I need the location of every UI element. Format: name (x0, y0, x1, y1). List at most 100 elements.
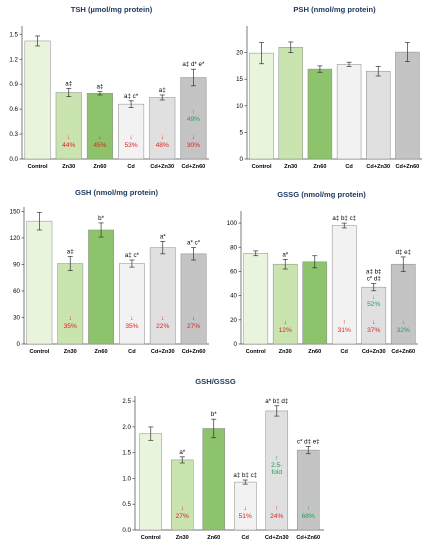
y-tick-label: 30 (13, 314, 20, 321)
change-percent: 68% (302, 513, 315, 520)
significance-label: b* (98, 215, 104, 222)
significance-label: c* d‡ (367, 276, 382, 283)
chart-panel-gssg: GSSG (nmol/mg protein) 0 20 40 60 80 100 Contro… (215, 185, 430, 370)
chart-panel-tsh: TSH (µmol/mg protein) 0.0 0.3 0.6 0.9 1.2 1.5 C… (0, 0, 215, 185)
significance-label: a* c* (187, 240, 201, 247)
change-percent: 35% (125, 323, 138, 330)
x-tick-label: Control (29, 349, 49, 355)
change-arrow: ↑ (307, 505, 310, 512)
x-tick-label: Zn30 (176, 535, 189, 541)
y-tick-label: 20 (236, 50, 243, 57)
x-tick-label: Control (246, 349, 266, 355)
x-tick-label: Cd (127, 164, 135, 170)
x-tick-label: Cd (341, 349, 349, 355)
change-percent: 27% (176, 513, 189, 520)
x-tick-label: Cd+Zn30 (150, 164, 174, 170)
bar-cd-zn30 (361, 286, 387, 345)
bar-cd-zn60 (390, 263, 416, 345)
significance-label: a‡ (65, 80, 72, 87)
bar-cd (118, 103, 145, 160)
y-tick-label: 0 (17, 341, 21, 348)
x-tick-label: Zn60 (93, 164, 106, 170)
change-arrow: ↓ (372, 294, 375, 301)
chart-svg: TSH (µmol/mg protein) 0.0 0.3 0.6 0.9 1.2 1.5 C… (9, 5, 209, 170)
y-tick-label: 1.5 (122, 450, 131, 457)
x-tick-label: Zn30 (284, 164, 297, 170)
bar-control (26, 220, 53, 345)
y-tick-label: 60 (13, 288, 20, 295)
change-percent: 48% (156, 142, 169, 149)
change-arrow: ↓ (192, 134, 195, 141)
change-arrow: ↓ (284, 319, 287, 326)
x-tick-label: Zn30 (62, 164, 75, 170)
bar-zn60 (302, 261, 328, 345)
significance-label: a‡ b‡ c‡ (233, 472, 257, 479)
significance-label: a‡ d* e* (182, 61, 205, 68)
x-tick-label: Cd+Zn30 (362, 349, 386, 355)
change-arrow: ↓ (98, 134, 101, 141)
bar-cd-zn30 (149, 247, 176, 345)
x-tick-label: Cd (242, 535, 250, 541)
chart-title: PSH (nmol/mg protein) (293, 5, 376, 14)
x-tick-label: Control (28, 164, 48, 170)
bar-cd (336, 64, 362, 160)
bar-zn60 (307, 68, 333, 160)
chart-title: GSH/GSSG (195, 377, 236, 386)
chart-svg: GSH/GSSG 0.0 0.5 1.0 1.5 2.0 2.5 Control Zn30 a* ↓… (122, 377, 324, 541)
significance-label: a‡ c* (125, 252, 140, 259)
bar-zn30 (57, 263, 84, 345)
change-percent: 44% (62, 142, 75, 149)
change-arrow: ↑ (275, 505, 278, 512)
change-percent: 51% (239, 513, 252, 520)
y-tick-label: 0.9 (9, 81, 18, 88)
change-percent: 49% (187, 116, 200, 123)
change-percent: 32% (397, 327, 410, 334)
change-percent: 22% (156, 323, 169, 330)
y-tick-label: 80 (230, 244, 237, 251)
bar-zn60 (202, 428, 226, 531)
chart-panel-gsh: GSH (nmol/mg protein) 0 30 60 90 120 150 Contro… (0, 185, 215, 370)
y-tick-label: 0.0 (122, 527, 131, 534)
chart-title: GSH (nmol/mg protein) (75, 188, 159, 197)
x-tick-label: Zn60 (95, 349, 108, 355)
significance-label: c* d‡ e‡ (297, 439, 320, 446)
chart-title: TSH (µmol/mg protein) (71, 5, 153, 14)
change-arrow: ↓ (67, 134, 70, 141)
change-arrow: ↑ (275, 455, 278, 462)
x-tick-label: Cd+Zn60 (391, 349, 415, 355)
bar-cd (119, 263, 145, 345)
chart-panel-gsh-gssg: GSH/GSSG 0.0 0.5 1.0 1.5 2.0 2.5 Control Zn30 a* ↓… (105, 372, 330, 550)
change-arrow: ↓ (129, 134, 132, 141)
y-tick-label: 15 (236, 76, 243, 83)
change-percent: 37% (367, 327, 380, 334)
change-arrow: ↑ (192, 109, 195, 116)
change-arrow: ↓ (69, 315, 72, 322)
change-percent: 12% (279, 327, 292, 334)
x-tick-label: Zn60 (308, 349, 321, 355)
x-tick-label: Zn60 (207, 535, 220, 541)
change-percent: 35% (64, 323, 77, 330)
change-percent: 30% (187, 142, 200, 149)
change-arrow: ↓ (130, 315, 133, 322)
significance-label: a‡ b‡ (366, 269, 382, 276)
y-tick-label: 2.5 (122, 398, 131, 405)
y-tick-label: 2.0 (122, 424, 131, 431)
bar-control (139, 433, 163, 531)
x-tick-label: Cd+Zn30 (265, 535, 289, 541)
change-percent: 53% (124, 142, 137, 149)
change-percent: 31% (338, 327, 351, 334)
significance-label: a‡ (67, 248, 74, 255)
y-tick-label: 0 (234, 341, 238, 348)
chart-title: GSSG (nmol/mg protein) (277, 190, 366, 199)
significance-label: a* (160, 233, 166, 240)
y-tick-label: 150 (10, 208, 21, 215)
bar-zn30 (55, 92, 82, 160)
bar-cd-zn60 (180, 253, 207, 345)
significance-label: a* (179, 449, 185, 456)
change-percent: 27% (187, 323, 200, 330)
y-tick-label: 1.0 (122, 475, 131, 482)
bar-zn60 (88, 229, 114, 345)
x-tick-label: Cd+Zn60 (182, 164, 206, 170)
bar-control (24, 40, 51, 160)
chart-panel-psh: PSH (nmol/mg protein) 0 5 10 15 20 Control Zn30… (215, 0, 430, 185)
